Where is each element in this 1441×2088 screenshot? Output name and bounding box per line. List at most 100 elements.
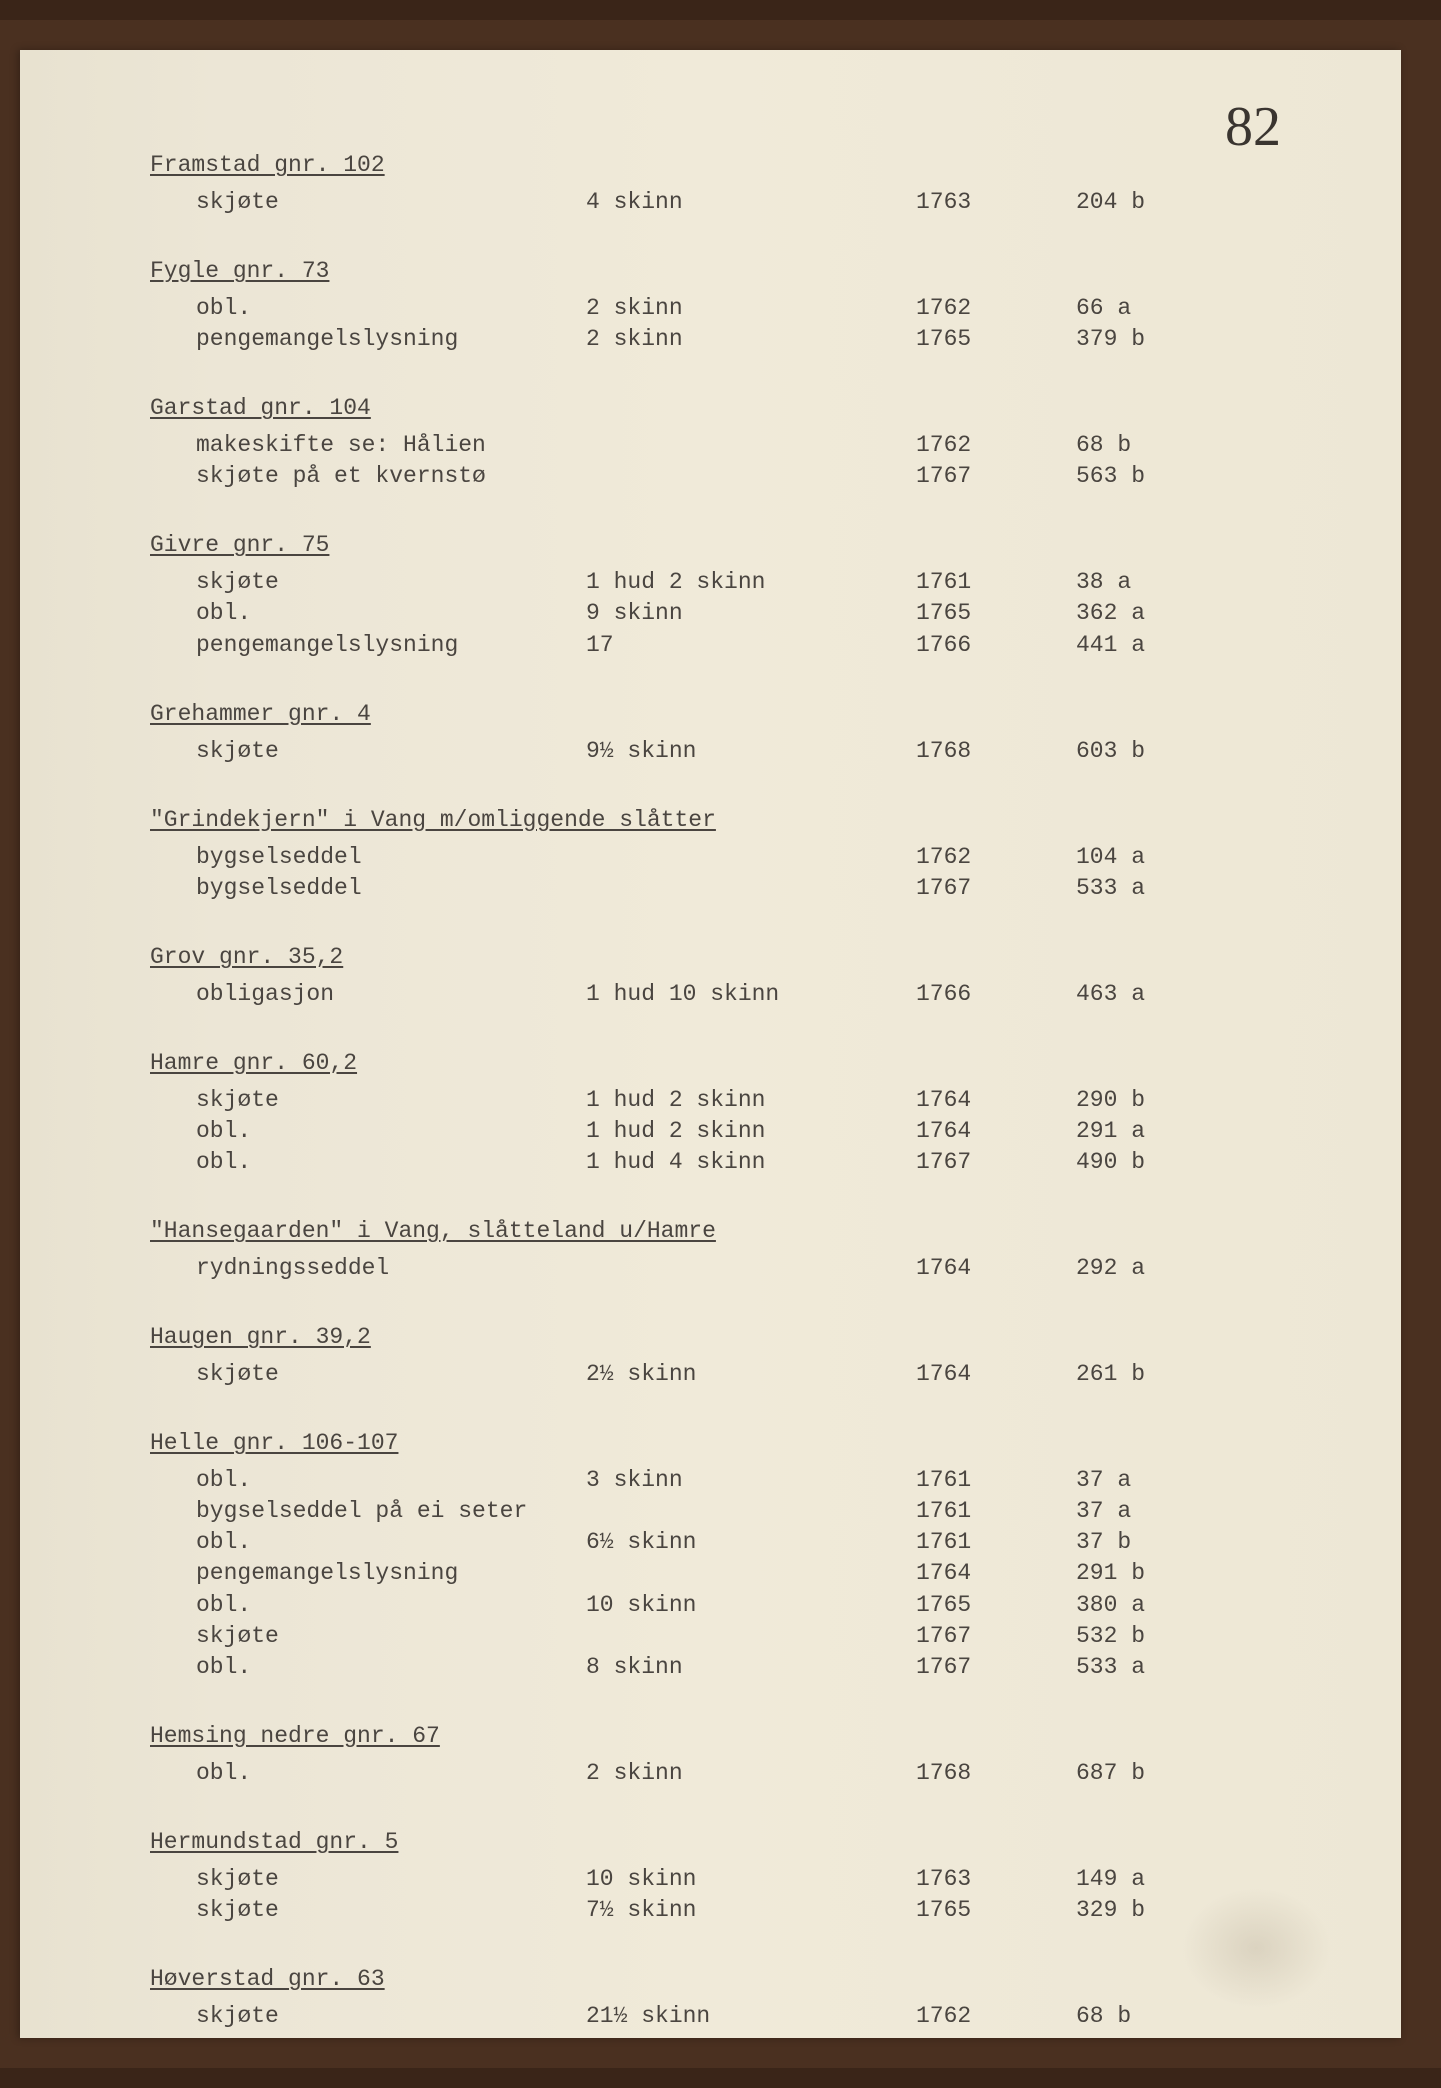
entry-year: 1764 (916, 1558, 1076, 1589)
entry-description: pengemangelslysning (196, 324, 586, 355)
entry-amount: 1 hud 4 skinn (586, 1147, 916, 1178)
record-section: Framstad gnr. 102skjøte4 skinn1763204 b (150, 150, 1311, 218)
entry-year: 1767 (916, 1652, 1076, 1683)
entry-row: obl.9 skinn1765362 a (150, 598, 1311, 629)
entry-description: skjøte på et kvernstø (196, 461, 586, 492)
entry-description: obl. (196, 1758, 586, 1789)
entry-year: 1766 (916, 630, 1076, 661)
entry-row: skjøte på et kvernstø 1767563 b (150, 461, 1311, 492)
entry-reference: 37 b (1076, 1527, 1131, 1558)
entry-description: obl. (196, 1465, 586, 1496)
record-section: Garstad gnr. 104 makeskifte se: Hålien176… (150, 393, 1311, 492)
section-header: Helle gnr. 106-107 (150, 1428, 1311, 1459)
entry-amount (586, 1621, 916, 1652)
entry-year: 1765 (916, 1895, 1076, 1926)
entry-year: 1761 (916, 567, 1076, 598)
entry-row: skjøte9½ skinn1768603 b (150, 736, 1311, 767)
entry-description: skjøte (196, 567, 586, 598)
entry-reference: 379 b (1076, 324, 1145, 355)
entry-reference: 37 a (1076, 1496, 1131, 1527)
entry-row: pengemangelslysning2 skinn1765379 b (150, 324, 1311, 355)
entry-year: 1767 (916, 873, 1076, 904)
entry-description: bygselseddel (196, 842, 586, 873)
entry-row: skjøte21½ skinn176268 b (150, 2001, 1311, 2032)
entry-row: makeskifte se: Hålien176268 b (150, 430, 1311, 461)
entry-description: skjøte (196, 1895, 586, 1926)
entry-year: 1762 (916, 2001, 1076, 2032)
entry-reference: 291 a (1076, 1116, 1145, 1147)
entry-reference: 38 a (1076, 567, 1131, 598)
entry-row: skjøte10 skinn1763149 a (150, 1864, 1311, 1895)
entry-row: skjøte7½ skinn1765329 b (150, 1895, 1311, 1926)
section-header: Hermundstad gnr. 5 (150, 1827, 1311, 1858)
entry-row: obl.1 hud 4 skinn1767490 b (150, 1147, 1311, 1178)
entry-amount (586, 873, 916, 904)
entry-reference: 362 a (1076, 598, 1145, 629)
entry-description: obligasjon (196, 979, 586, 1010)
entry-amount: 21½ skinn (586, 2001, 916, 2032)
entry-amount: 7½ skinn (586, 1895, 916, 1926)
entry-year: 1764 (916, 1085, 1076, 1116)
entry-description: skjøte (196, 736, 586, 767)
entry-description: pengemangelslysning (196, 1558, 586, 1589)
entry-amount: 8 skinn (586, 1652, 916, 1683)
entry-year: 1765 (916, 324, 1076, 355)
entry-row: skjøte1767532 b (150, 1621, 1311, 1652)
entry-amount: 2 skinn (586, 293, 916, 324)
entry-description: obl. (196, 1147, 586, 1178)
entry-reference: 603 b (1076, 736, 1145, 767)
entry-description: pengemangelslysning (196, 630, 586, 661)
record-section: Hermundstad gnr. 5 skjøte10 skinn1763149 … (150, 1827, 1311, 1926)
document-page: 82 Framstad gnr. 102skjøte4 skinn1763204… (20, 50, 1401, 2038)
entry-amount: 10 skinn (586, 1590, 916, 1621)
entry-description: obl. (196, 1590, 586, 1621)
entry-row: obl.6½ skinn176137 b (150, 1527, 1311, 1558)
record-section: Grov gnr. 35,2 obligasjon1 hud 10 skinn17… (150, 942, 1311, 1010)
entry-description: skjøte (196, 2001, 586, 2032)
entry-row: skjøte2½ skinn1764261 b (150, 1359, 1311, 1390)
entry-description: skjøte (196, 1359, 586, 1390)
entry-row: skjøte1 hud 2 skinn176138 a (150, 567, 1311, 598)
entry-amount (586, 430, 916, 461)
entry-reference: 149 a (1076, 1864, 1145, 1895)
entry-year: 1767 (916, 461, 1076, 492)
section-header: Hemsing nedre gnr. 67 (150, 1721, 1311, 1752)
section-header: Grov gnr. 35,2 (150, 942, 1311, 973)
entry-year: 1763 (916, 187, 1076, 218)
entry-row: obl.1 hud 2 skinn1764291 a (150, 1116, 1311, 1147)
entry-reference: 533 a (1076, 873, 1145, 904)
entry-reference: 104 a (1076, 842, 1145, 873)
entry-row: pengemangelslysning171766441 a (150, 630, 1311, 661)
entry-row: skjøte4 skinn1763204 b (150, 187, 1311, 218)
entry-amount: 1 hud 2 skinn (586, 567, 916, 598)
entry-description: skjøte (196, 1864, 586, 1895)
entry-reference: 380 a (1076, 1590, 1145, 1621)
record-section: Grehammer gnr. 4skjøte9½ skinn1768603 b (150, 699, 1311, 767)
entry-row: bygselseddel på ei seter176137 a (150, 1496, 1311, 1527)
entry-amount: 2 skinn (586, 1758, 916, 1789)
entry-amount: 2 skinn (586, 324, 916, 355)
entry-year: 1764 (916, 1116, 1076, 1147)
entry-reference: 68 b (1076, 430, 1131, 461)
record-section: Hamre gnr. 60,2skjøte1 hud 2 skinn176429… (150, 1048, 1311, 1178)
entry-row: rydningsseddel1764292 a (150, 1253, 1311, 1284)
record-section: Haugen gnr. 39,2skjøte2½ skinn1764261 b (150, 1322, 1311, 1390)
entry-reference: 533 a (1076, 1652, 1145, 1683)
entry-amount (586, 461, 916, 492)
entry-reference: 563 b (1076, 461, 1145, 492)
page-number: 82 (1225, 95, 1281, 159)
entry-reference: 292 a (1076, 1253, 1145, 1284)
entry-year: 1764 (916, 1359, 1076, 1390)
section-header: Garstad gnr. 104 (150, 393, 1311, 424)
entry-amount (586, 1496, 916, 1527)
page-binding: 82 Framstad gnr. 102skjøte4 skinn1763204… (0, 20, 1441, 2068)
entry-amount: 1 hud 10 skinn (586, 979, 916, 1010)
entry-amount: 1 hud 2 skinn (586, 1116, 916, 1147)
record-section: "Hansegaarden" i Vang, slåtteland u/Hamr… (150, 1216, 1311, 1284)
entry-amount: 9 skinn (586, 598, 916, 629)
entry-description: obl. (196, 293, 586, 324)
entry-description: skjøte (196, 1621, 586, 1652)
record-section: Hemsing nedre gnr. 67obl.2 skinn1768687 … (150, 1721, 1311, 1789)
entry-year: 1767 (916, 1621, 1076, 1652)
entry-year: 1766 (916, 979, 1076, 1010)
